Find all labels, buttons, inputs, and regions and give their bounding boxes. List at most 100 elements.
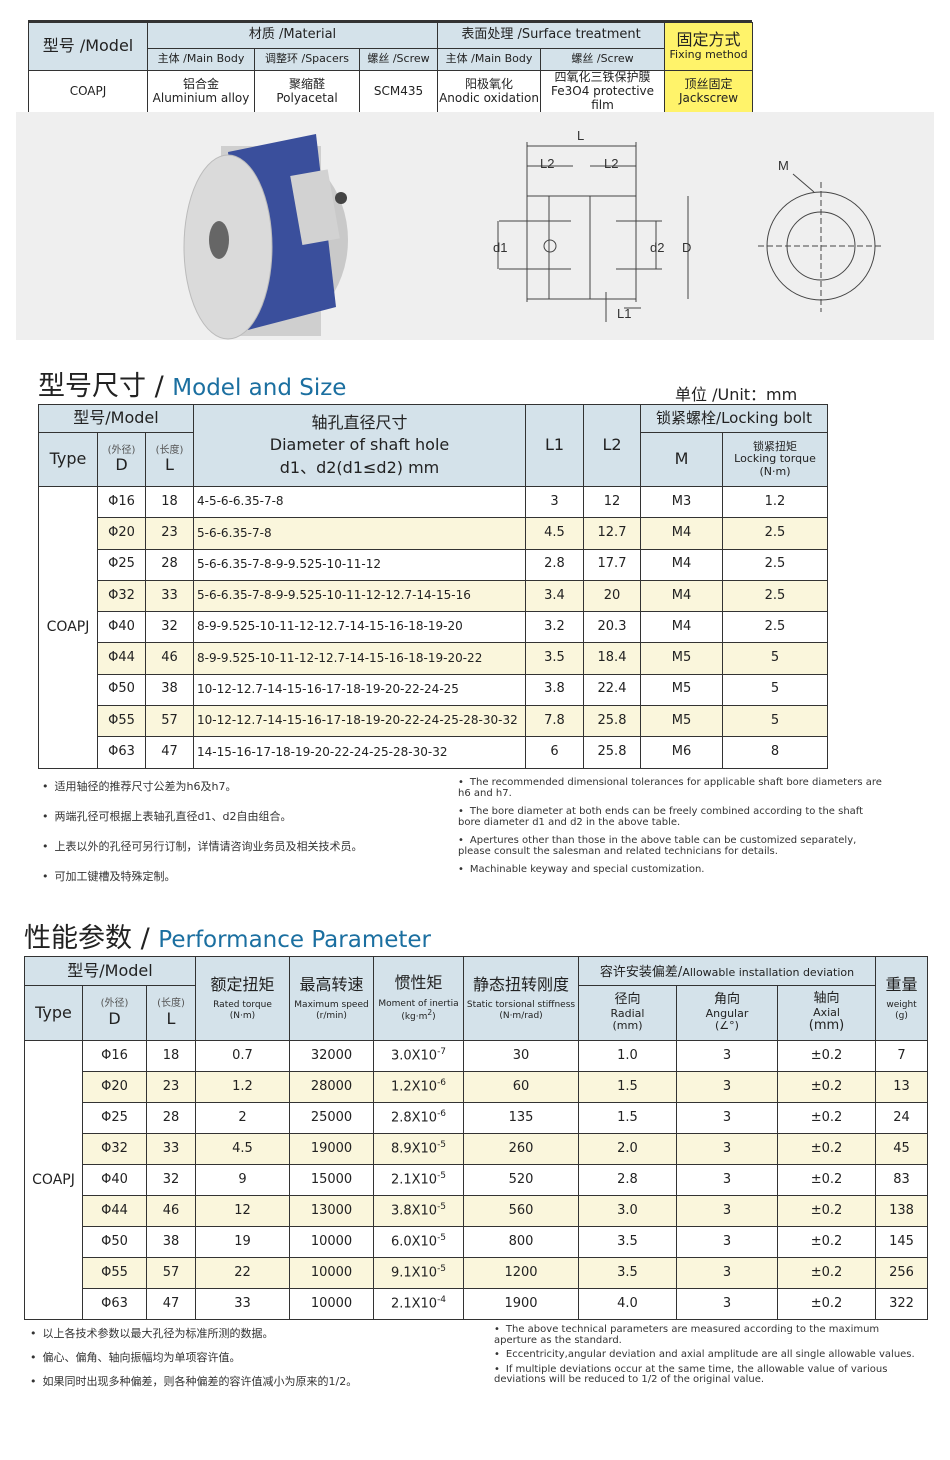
shaft-diameters-cell: 5-6-6.35-7-8-9-9.525-10-11-12-12.7-14-15… xyxy=(193,579,526,613)
d: D xyxy=(108,1008,121,1028)
inertia-cell: 9.1X10-5 xyxy=(373,1257,464,1289)
radial-cell: 1.5 xyxy=(578,1102,677,1134)
cn: 角向 xyxy=(713,991,740,1007)
note-text: If multiple deviations occur at the same… xyxy=(494,1363,888,1385)
axial-cell: ±0.2 xyxy=(776,1226,877,1258)
note-text: 可加工键槽及特殊定制。 xyxy=(54,870,176,883)
l2-cell: 17.7 xyxy=(583,548,641,581)
note-text: The recommended dimensional tolerances f… xyxy=(458,777,882,799)
locking-torque-cell: 5 xyxy=(721,673,829,707)
table-row: Φ25 28 5-6-6.35-7-8-9-9.525-10-11-12 2.8 17.… xyxy=(39,548,829,581)
spec-surface-main: 阳极氧化 Anodic oxidation xyxy=(437,69,542,114)
l-cell: 28 xyxy=(145,548,194,581)
cn: 惯性矩 xyxy=(394,973,443,993)
note-text: 如果同时出现多种偏差，则各种偏差的容许值减小为原来的1/2。 xyxy=(42,1375,358,1388)
model-header: 型号 /Model xyxy=(28,22,148,71)
l-cell: 33 xyxy=(145,579,194,613)
note-text: 两端孔径可根据上表轴孔直径d1、d2自由组合。 xyxy=(54,810,292,823)
cn: 轴孔直径尺寸 xyxy=(311,412,408,432)
cn: (外径) xyxy=(100,998,129,1010)
note-item: • 适用轴径的推荐尺寸公差为h6及h7。 xyxy=(42,778,363,794)
shaft-diameters-cell: 10-12-12.7-14-15-16-17-18-19-20-22-24-25… xyxy=(193,705,526,738)
size-notes-cn: • 适用轴径的推荐尺寸公差为h6及h7。 • 两端孔径可根据上表轴孔直径d1、d2自由… xyxy=(42,778,363,898)
max-speed-cell: 15000 xyxy=(289,1164,374,1196)
cn: (长度) xyxy=(157,998,185,1010)
l-cell: 18 xyxy=(146,1040,196,1072)
radial-cell: 4.0 xyxy=(578,1288,677,1320)
top-rule xyxy=(28,20,752,23)
bolt-header: 锁紧螺栓/Locking bolt xyxy=(639,404,829,433)
en: Locking torque xyxy=(734,452,816,466)
spec-fixing: 顶丝固定 Jackscrew xyxy=(664,69,754,114)
stiffness-cell: 135 xyxy=(463,1102,579,1134)
table-row: Φ32 33 4.5 19000 8.9X10-5 260 2.0 3 ±0.2 45 xyxy=(25,1133,929,1165)
perf-notes-cn: • 以上各技术参数以最大孔径为标准所测的数据。 • 偏心、偏角、轴向振幅均为单项容许值… xyxy=(30,1325,357,1397)
l2-cell: 20.3 xyxy=(583,611,641,644)
fixing-header: 固定方式 Fixing method xyxy=(664,22,754,71)
l1-cell: 2.8 xyxy=(525,548,584,581)
d-cell: Φ50 xyxy=(82,1226,147,1258)
material-header: 材质 /Material xyxy=(146,22,439,49)
rated-torque-cell: 0.7 xyxy=(195,1040,290,1072)
shaft-diameters-cell: 5-6-6.35-7-8-9-9.525-10-11-12 xyxy=(193,548,526,581)
l-cell: 38 xyxy=(145,673,194,707)
dim-D: D xyxy=(682,240,691,255)
l2-cell: 12.7 xyxy=(583,517,641,550)
en: Angular xyxy=(705,1006,749,1020)
cn: 顶丝固定 xyxy=(684,76,733,91)
speed-header: 最高转速 Maximum speed (r/min) xyxy=(289,956,374,1041)
max-speed-cell: 28000 xyxy=(289,1071,374,1103)
stiffness-cell: 800 xyxy=(463,1226,579,1258)
en: Anodic oxidation xyxy=(439,90,539,105)
radial-cell: 1.5 xyxy=(578,1071,677,1103)
note-item: • The recommended dimensional tolerances … xyxy=(458,777,888,799)
d-cell: Φ40 xyxy=(82,1164,147,1196)
unit: (g) xyxy=(895,1010,908,1021)
angular-cell: 3 xyxy=(676,1257,778,1289)
stiffness-cell: 60 xyxy=(463,1071,579,1103)
inertia-cell: 3.8X10-5 xyxy=(373,1195,464,1227)
bullet-icon: • xyxy=(494,1363,500,1375)
locking-torque-cell: 5 xyxy=(721,705,829,738)
note-item: • The above technical parameters are meas… xyxy=(494,1324,924,1346)
inertia-exponent: -5 xyxy=(437,1140,447,1151)
locking-torque-cell: 2.5 xyxy=(721,611,829,644)
cn: 最高转速 xyxy=(299,974,364,994)
spec-screw: SCM435 xyxy=(358,69,439,114)
inertia-cell: 6.0X10-5 xyxy=(373,1226,464,1258)
axial-cell: ±0.2 xyxy=(776,1133,877,1165)
l-cell: 33 xyxy=(146,1133,196,1165)
table-row: Φ44 46 12 13000 3.8X10-5 560 3.0 3 ±0.2 138 xyxy=(25,1195,929,1227)
l-cell: 38 xyxy=(146,1226,196,1258)
angular-cell: 3 xyxy=(676,1102,778,1134)
radial-cell: 3.5 xyxy=(578,1257,677,1289)
cn: 聚缩醛 xyxy=(288,76,325,91)
bullet-icon: • xyxy=(458,835,464,846)
weight-cell: 322 xyxy=(875,1288,929,1320)
weight-cell: 24 xyxy=(875,1102,929,1134)
d-cell: Φ50 xyxy=(97,673,146,707)
sub: d1、d2(d1≤d2) mm xyxy=(279,457,440,477)
sub-spacers: 调整环 /Spacers xyxy=(254,48,360,71)
cn: 四氧化三铁保护膜 xyxy=(554,70,651,84)
product-image-area: L L2 L2 d1 d2 D L1 M xyxy=(16,112,934,340)
angular-cell: 3 xyxy=(676,1195,778,1227)
bullet-icon: • xyxy=(42,810,49,823)
weight-cell: 138 xyxy=(875,1195,929,1227)
inertia-exponent: -6 xyxy=(437,1078,447,1089)
table-row: Φ40 32 9 15000 2.1X10-5 520 2.8 3 ±0.2 83 xyxy=(25,1164,929,1196)
sub-surface-screw: 螺丝 /Screw xyxy=(540,48,666,71)
angular-cell: 3 xyxy=(676,1133,778,1165)
weight-cell: 13 xyxy=(875,1071,929,1103)
radial-cell: 3.5 xyxy=(578,1226,677,1258)
d-cell: Φ32 xyxy=(82,1133,147,1165)
fixing-en: Fixing method xyxy=(669,48,748,62)
weight-header: 重量 weight (g) xyxy=(875,956,929,1041)
dim-d2: d2 xyxy=(650,240,664,255)
spec-model: COAPJ xyxy=(28,69,148,114)
axial-cell: ±0.2 xyxy=(776,1195,877,1227)
m-cell: M5 xyxy=(640,673,723,707)
cn: 重量 xyxy=(885,974,918,994)
dim-M: M xyxy=(778,158,789,173)
l-header: (长度) L xyxy=(146,985,196,1041)
